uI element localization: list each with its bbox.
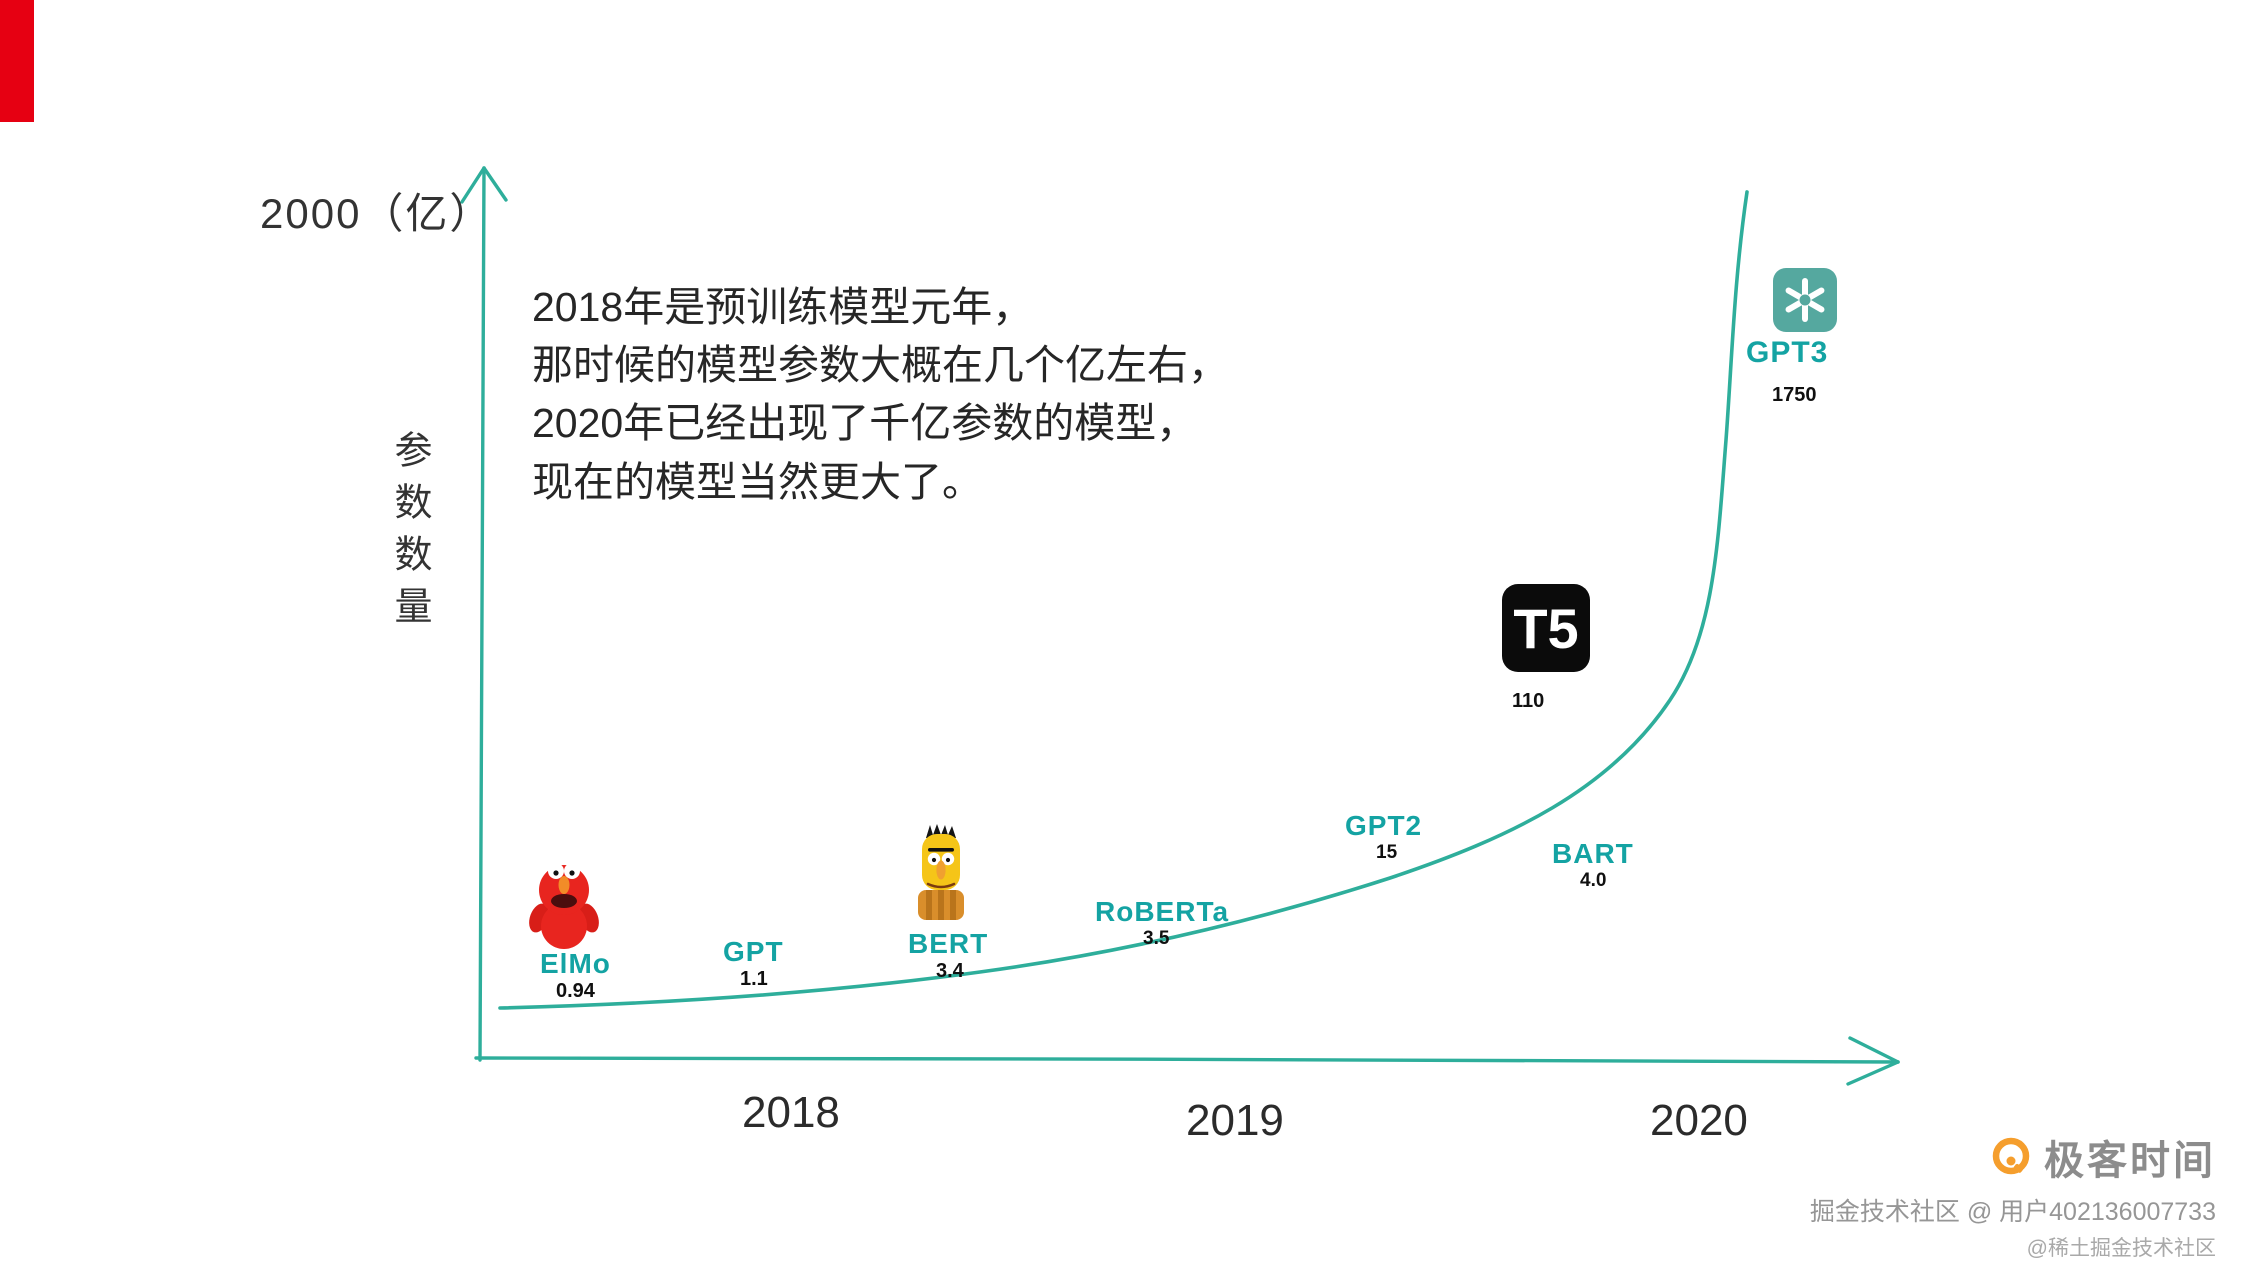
model-value-bert: 3.4 bbox=[936, 960, 964, 982]
t5-logo: T5 bbox=[1502, 584, 1590, 672]
model-value-roberta: 3.5 bbox=[1143, 928, 1170, 949]
y-axis bbox=[460, 166, 508, 1062]
model-label-elmo: ElMo bbox=[540, 948, 611, 979]
model-value-t5: 110 bbox=[1512, 690, 1545, 712]
bert-puppet-icon bbox=[918, 824, 964, 920]
geektime-logo bbox=[1992, 1137, 2030, 1175]
x-tick-2019: 2019 bbox=[1186, 1096, 1284, 1145]
annotation-line: 那时候的模型参数大概在几个亿左右， bbox=[532, 342, 1229, 389]
model-value-gpt3: 1750 bbox=[1772, 384, 1817, 406]
watermark-line2: @稀土掘金技术社区 bbox=[2026, 1237, 2216, 1260]
model-value-bart: 4.0 bbox=[1580, 870, 1607, 891]
model-value-gpt: 1.1 bbox=[740, 968, 768, 990]
y-axis-title: 参数数量 bbox=[388, 430, 430, 638]
elmo-plush-icon bbox=[529, 863, 599, 949]
x-tick-2018: 2018 bbox=[742, 1088, 840, 1137]
openai-logo bbox=[1773, 268, 1837, 332]
brand-name: 极客时间 bbox=[2044, 1139, 2216, 1183]
y-max-label: 2000（亿） bbox=[260, 190, 494, 237]
red-marker-bar bbox=[0, 0, 34, 122]
brand-row: 极客时间 bbox=[1810, 1128, 2216, 1186]
openai-knot-icon bbox=[1785, 278, 1825, 322]
model-label-gpt3: GPT3 bbox=[1746, 336, 1829, 369]
model-value-gpt2: 15 bbox=[1376, 842, 1398, 863]
annotation-text: 2018年是预训练模型元年， 那时候的模型参数大概在几个亿左右， 2020年已经… bbox=[532, 278, 1229, 511]
model-label-gpt: GPT bbox=[723, 936, 784, 967]
model-label-bert: BERT bbox=[908, 928, 989, 959]
footer-watermarks: 极客时间 掘金技术社区 @ 用户402136007733 @稀土掘金技术社区 bbox=[1810, 1128, 2216, 1262]
model-label-roberta: RoBERTa bbox=[1095, 896, 1230, 927]
annotation-line: 2018年是预训练模型元年， bbox=[532, 284, 1034, 330]
model-label-gpt2: GPT2 bbox=[1345, 810, 1423, 841]
model-label-bart: BART bbox=[1552, 838, 1634, 869]
annotation-line: 现在的模型当然更大了。 bbox=[532, 458, 983, 505]
t5-logo-text: T5 bbox=[1513, 596, 1579, 660]
x-tick-2020: 2020 bbox=[1650, 1096, 1748, 1145]
annotation-line: 2020年已经出现了千亿参数的模型， bbox=[532, 400, 1198, 447]
x-axis bbox=[474, 1036, 1900, 1086]
growth-curve bbox=[498, 190, 1749, 1010]
model-value-elmo: 0.94 bbox=[556, 980, 595, 1002]
watermark-line1: 掘金技术社区 @ 用户402136007733 bbox=[1809, 1198, 2216, 1226]
